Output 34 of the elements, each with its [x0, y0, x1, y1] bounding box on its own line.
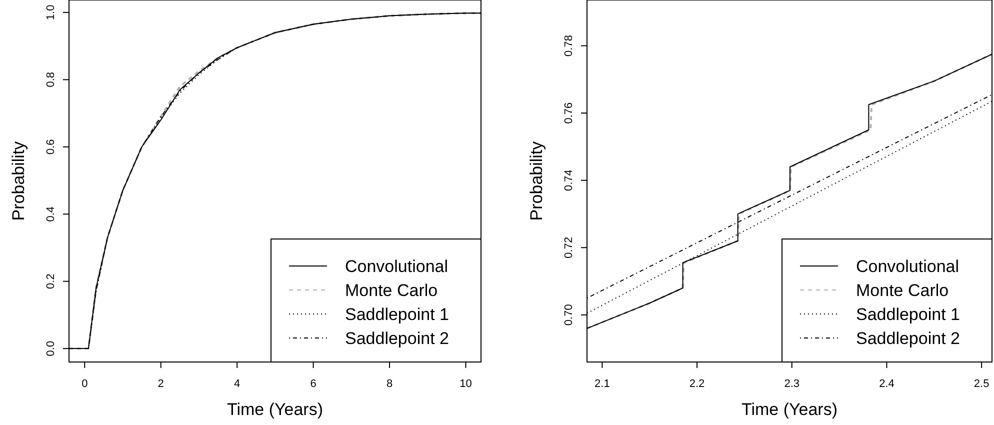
- x-tick-label: 0: [82, 378, 88, 390]
- legend-label: Convolutional: [856, 257, 960, 276]
- x-tick-label: 8: [386, 378, 393, 390]
- x-tick-label: 2.4: [879, 378, 894, 390]
- x-tick-label: 6: [310, 378, 316, 390]
- y-tick-label: 0.0: [45, 340, 57, 356]
- legend-label: Monte Carlo: [345, 281, 438, 300]
- y-tick-label: 0.74: [563, 170, 575, 192]
- legend-label: Saddlepoint 2: [345, 329, 449, 348]
- y-tick-label: 0.70: [563, 304, 575, 326]
- y-tick-label: 0.76: [563, 102, 575, 124]
- legend-label: Monte Carlo: [856, 281, 949, 300]
- x-tick-label: 2.2: [689, 378, 705, 390]
- y-tick-label: 0.6: [45, 139, 57, 155]
- y-tick-label: 0.8: [45, 72, 57, 88]
- legend-label: Convolutional: [345, 257, 448, 276]
- x-tick-label: 4: [234, 378, 240, 390]
- legend-label: Saddlepoint 2: [856, 329, 960, 348]
- legend-label: Saddlepoint 1: [345, 305, 449, 324]
- x-tick-label: 2.1: [594, 378, 610, 390]
- x-tick-label: 2: [158, 378, 164, 390]
- y-tick-label: 0.78: [563, 35, 575, 56]
- y-tick-label: 0.2: [45, 274, 57, 289]
- legend-label: Saddlepoint 1: [856, 305, 960, 324]
- x-tick-label: 2.3: [784, 378, 800, 390]
- x-axis-title: Time (Years): [741, 400, 838, 419]
- y-tick-label: 0.4: [45, 206, 57, 222]
- y-axis-title: Probability: [527, 140, 546, 221]
- y-tick-label: 1.0: [45, 4, 57, 20]
- x-tick-label: 10: [460, 378, 472, 390]
- x-axis-title: Time (Years): [226, 400, 324, 419]
- y-tick-label: 0.72: [563, 236, 575, 258]
- y-axis-title: Probability: [9, 140, 28, 221]
- x-tick-label: 2.5: [974, 378, 990, 390]
